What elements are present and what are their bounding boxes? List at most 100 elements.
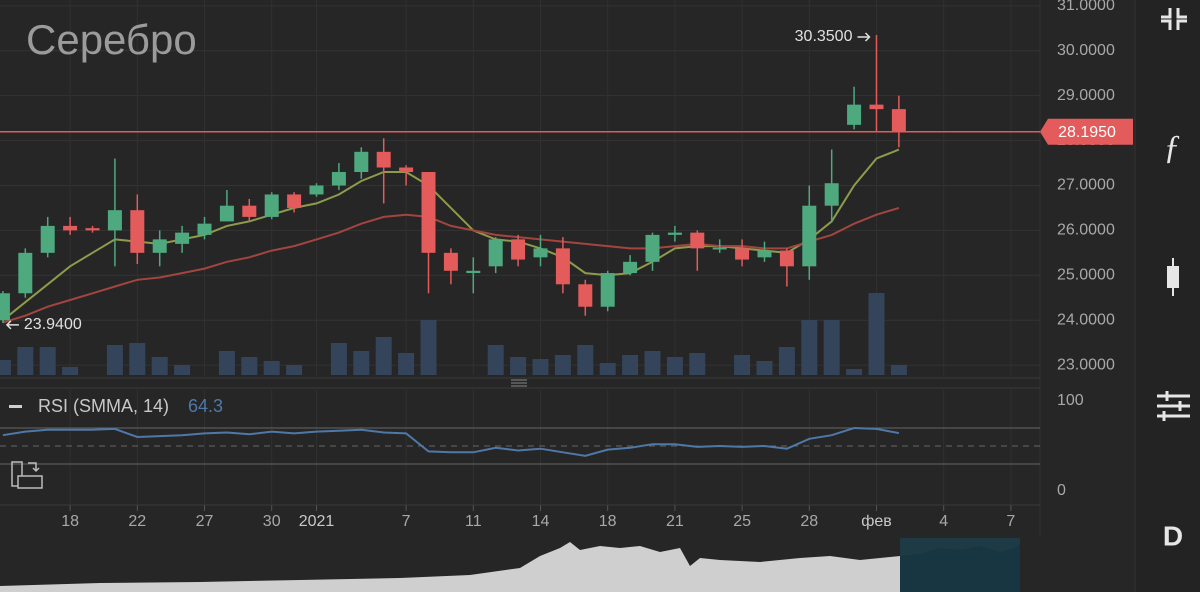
volume-bar: [644, 351, 661, 375]
volume-bar: [151, 357, 168, 375]
candle-body: [18, 252, 33, 294]
last-price-label: 28.1950: [1058, 124, 1116, 141]
low-arrow: [5, 320, 19, 330]
candle-body: [309, 185, 324, 195]
volume-bar: [353, 351, 370, 375]
candle-body: [175, 232, 190, 244]
y-tick-label: 100: [1057, 392, 1084, 409]
x-tick-label: 7: [402, 513, 411, 530]
x-tick-label: 30: [263, 513, 281, 530]
candle-body: [85, 228, 100, 231]
volume-bar: [17, 347, 34, 375]
y-tick-label: 30.0000: [1057, 42, 1115, 59]
volume-bar: [554, 355, 571, 375]
volume-bar: [577, 345, 594, 375]
volume-layer: [0, 293, 907, 375]
high-arrow: [857, 32, 871, 42]
y-tick-label: 0: [1057, 482, 1066, 499]
volume-bar: [0, 360, 11, 375]
candle-body: [690, 232, 705, 249]
volume-bar: [263, 361, 280, 375]
candle-body: [533, 248, 548, 258]
candle-body: [466, 270, 481, 274]
x-tick-label: 11: [465, 513, 482, 530]
candle-body: [264, 194, 279, 217]
candle-body: [869, 104, 884, 110]
text-layer: 23.000024.000025.000026.000027.000028.00…: [0, 0, 1133, 530]
x-tick-label: 4: [939, 513, 948, 530]
y-tick-label: 29.0000: [1057, 87, 1115, 104]
candle-body: [219, 205, 234, 222]
candle-body: [847, 104, 862, 125]
volume-bar: [174, 365, 191, 375]
candle-body: [802, 205, 817, 267]
candle-body: [735, 248, 750, 260]
candle-body: [376, 151, 391, 168]
navigator-window-area: [900, 544, 1020, 592]
candle-body: [354, 151, 369, 173]
volume-bar: [778, 347, 795, 375]
x-tick-label: 2021: [299, 513, 335, 530]
x-tick-label: 18: [599, 513, 617, 530]
x-tick-label: 28: [800, 513, 818, 530]
interval-button[interactable]: D: [1163, 520, 1183, 551]
ma-layer: [2, 148, 900, 457]
volume-bar: [756, 361, 773, 375]
collapse-icon[interactable]: [9, 405, 22, 408]
candle-body: [40, 225, 55, 253]
volume-bar: [532, 359, 549, 375]
settings-button[interactable]: [1157, 391, 1190, 421]
volume-bar: [420, 320, 437, 375]
volume-bar: [510, 357, 527, 375]
resize-handle[interactable]: [511, 379, 527, 387]
x-tick-label: фев: [861, 513, 892, 530]
candle-body: [511, 239, 526, 260]
candle-body: [667, 232, 682, 235]
volume-bar: [890, 365, 907, 375]
indicators-button[interactable]: ƒ: [1164, 129, 1181, 166]
indicator-title: RSI (SMMA, 14): [38, 396, 169, 416]
volume-bar: [129, 343, 146, 375]
volume-bar: [62, 367, 79, 375]
volume-bar: [846, 369, 863, 375]
toolbar-panel: [1135, 0, 1200, 592]
y-tick-label: 27.0000: [1057, 177, 1115, 194]
candle-body: [712, 247, 727, 250]
volume-bar: [689, 353, 706, 375]
x-tick-label: 27: [196, 513, 214, 530]
fullscreen-button[interactable]: [1161, 8, 1187, 30]
y-tick-label: 25.0000: [1057, 267, 1115, 284]
candle-body: [130, 210, 145, 253]
moving-average: [2, 148, 900, 321]
candle-body: [152, 239, 167, 253]
x-tick-label: 7: [1006, 513, 1015, 530]
chart-type-button[interactable]: [1167, 258, 1179, 296]
volume-bar: [666, 357, 683, 375]
candle-body: [0, 293, 10, 321]
candle-layer: [0, 35, 906, 323]
candle-body: [421, 172, 436, 253]
candle-body: [287, 194, 302, 208]
x-tick-label: 18: [61, 513, 79, 530]
y-tick-label: 24.0000: [1057, 311, 1115, 328]
volume-bar: [39, 347, 56, 375]
detach-icon[interactable]: [11, 461, 43, 489]
navigator[interactable]: [0, 538, 1020, 592]
candle-body: [600, 273, 615, 307]
low-label: 23.9400: [24, 316, 82, 333]
moving-average: [2, 206, 900, 324]
y-tick-label: 23.0000: [1057, 356, 1115, 373]
volume-bar: [218, 351, 235, 375]
x-tick-label: 25: [733, 513, 751, 530]
candle-body: [623, 261, 638, 274]
indicator-value: 64.3: [188, 396, 223, 416]
x-tick-label: 21: [666, 513, 684, 530]
candle-body: [555, 248, 570, 285]
candle-body: [645, 234, 660, 262]
last-price-box: [1040, 118, 1133, 145]
volume-bar: [330, 343, 347, 375]
volume-bar: [801, 320, 818, 375]
volume-bar: [868, 293, 885, 375]
